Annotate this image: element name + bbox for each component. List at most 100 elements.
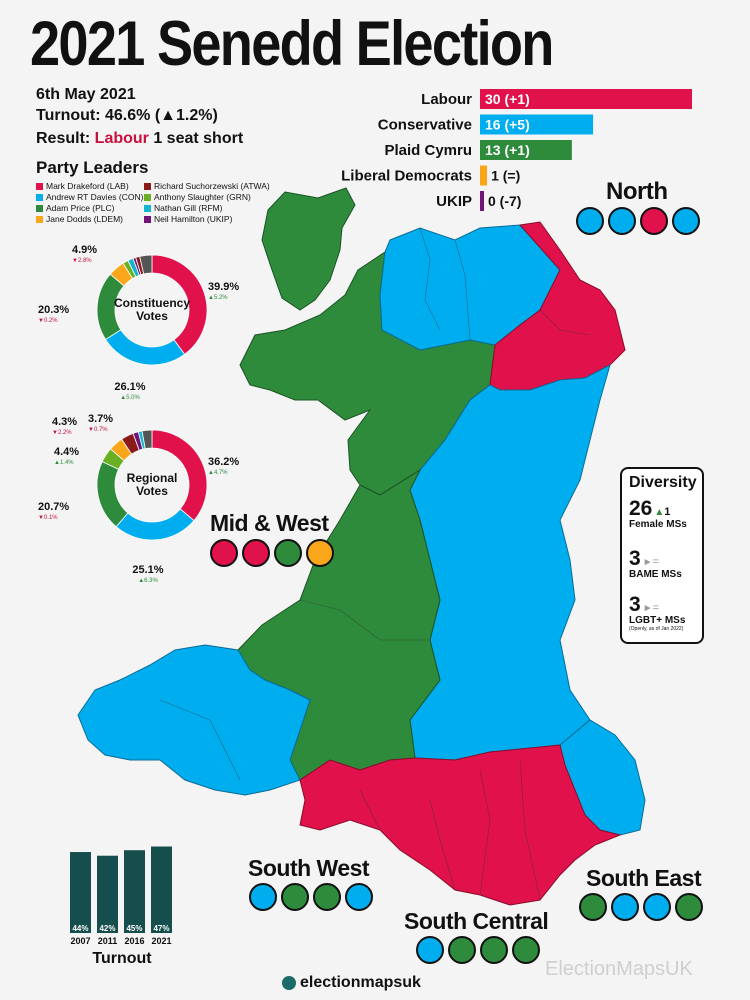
diversity-label: Female MSs xyxy=(629,519,687,530)
leader-name: Mark Drakeford (LAB) xyxy=(46,181,129,191)
donut-slice xyxy=(139,254,153,275)
diversity-item: 26 ▲1 Female MSs xyxy=(629,497,701,530)
map-south-red xyxy=(299,744,622,906)
donut-value-label: 39.9% xyxy=(208,281,239,293)
leader-swatch xyxy=(144,193,151,201)
seats-category-label: Labour xyxy=(421,91,472,108)
up-arrow-icon: ▲ xyxy=(654,507,665,518)
donut-value-label: 36.2% xyxy=(208,456,239,468)
turnout-bar xyxy=(124,850,145,933)
donut-title: Votes xyxy=(136,309,168,323)
leader-item: Neil Hamilton (UKIP) xyxy=(144,214,232,224)
seats-category-label: Plaid Cymru xyxy=(384,142,472,159)
diversity-label: LGBT+ MSs xyxy=(629,615,686,626)
seat-circle xyxy=(480,936,508,964)
map-anglesey xyxy=(261,187,356,311)
donut-slice xyxy=(96,461,129,528)
leader-swatch xyxy=(144,182,151,190)
leader-swatch xyxy=(144,204,151,212)
diversity-item: 3 ►= LGBT+ MSs (Openly, as of Jan 2022) xyxy=(629,593,701,632)
leader-name: Neil Hamilton (UKIP) xyxy=(154,214,233,224)
donut-value-label: 3.7% xyxy=(88,413,113,425)
donut-slice xyxy=(141,429,153,450)
seats-value-label: 1 (=) xyxy=(491,168,520,184)
turnout-change: ▲1.2%) xyxy=(160,107,218,124)
region-name: South Central xyxy=(404,908,549,934)
seat-circle xyxy=(675,893,703,921)
seat-circle xyxy=(281,883,309,911)
turnout-value-label: 44% xyxy=(72,924,88,933)
donut-change-label: ▼0.1% xyxy=(38,515,58,521)
leader-item: Anthony Slaughter (GRN) xyxy=(144,192,251,202)
turnout-year-label: 2021 xyxy=(151,936,171,946)
turnout-bar xyxy=(70,852,91,933)
donut-value-label: 4.3% xyxy=(52,416,77,428)
diversity-label: BAME MSs xyxy=(629,569,682,580)
donut-change-label: ▼0.2% xyxy=(38,318,58,324)
diversity-value: 3 xyxy=(629,593,641,616)
turnout-value-label: 47% xyxy=(153,924,169,933)
turnout-title: Turnout xyxy=(92,950,152,967)
donut-change-label: ▲5.2% xyxy=(208,295,228,301)
diversity-no-change: = xyxy=(652,602,660,614)
diversity-change: 1 xyxy=(664,506,671,518)
donut-change-label: ▼2.8% xyxy=(72,258,92,264)
leader-item: Mark Drakeford (LAB) xyxy=(36,181,129,191)
result-suffix: 1 seat short xyxy=(148,130,244,147)
diversity-no-change: = xyxy=(652,556,660,568)
region-name: South West xyxy=(248,855,370,881)
region-name: North xyxy=(606,178,668,205)
result-line: Result: Labour 1 seat short xyxy=(36,130,243,148)
donut-change-label: ▲5.0% xyxy=(120,395,140,401)
leader-swatch xyxy=(144,215,151,223)
seat-circle xyxy=(608,207,636,235)
result-party: Labour xyxy=(94,130,149,147)
leader-name: Anthony Slaughter (GRN) xyxy=(154,192,251,202)
diversity-value: 26 xyxy=(629,497,653,520)
donut-value-label: 26.1% xyxy=(114,381,145,393)
donut-value-label: 20.3% xyxy=(38,304,69,316)
seat-circle xyxy=(643,893,671,921)
donut-change-label: ▲6.3% xyxy=(138,578,158,584)
turnout-value-label: 42% xyxy=(99,924,115,933)
seats-bar xyxy=(480,165,488,186)
seat-circle xyxy=(512,936,540,964)
donut-value-label: 20.7% xyxy=(38,501,69,513)
seats-value-label: 0 (-7) xyxy=(488,193,521,209)
donut-slice xyxy=(105,329,186,366)
watermark: ElectionMapsUK xyxy=(545,958,693,980)
turnout-year-label: 2007 xyxy=(70,936,90,946)
leader-swatch xyxy=(36,182,43,190)
seat-circle xyxy=(448,936,476,964)
leader-item: Andrew RT Davies (CON) xyxy=(36,192,143,202)
donut-title: Constituency xyxy=(114,296,190,310)
seat-circle xyxy=(313,883,341,911)
seat-circle xyxy=(306,539,334,567)
donut-value-label: 25.1% xyxy=(132,564,163,576)
seat-circle xyxy=(242,539,270,567)
turnout-text: Turnout: 46.6% ( xyxy=(36,107,161,124)
seat-circle xyxy=(416,936,444,964)
seat-circle xyxy=(611,893,639,921)
no-change-arrow-icon: ► xyxy=(642,603,653,614)
seats-value-label: 13 (+1) xyxy=(485,142,530,158)
leader-swatch xyxy=(36,204,43,212)
turnout-year-label: 2016 xyxy=(124,936,144,946)
seat-circle xyxy=(640,207,668,235)
leader-swatch xyxy=(36,193,43,201)
map-pembrokeshire xyxy=(77,644,311,796)
seat-circle xyxy=(210,539,238,567)
diversity-title: Diversity xyxy=(629,474,697,491)
seats-category-label: UKIP xyxy=(436,193,472,210)
donut-change-label: ▲4.7% xyxy=(208,470,228,476)
leader-item: Adam Price (PLC) xyxy=(36,203,115,213)
turnout-year-label: 2011 xyxy=(98,936,118,946)
leader-name: Richard Suchorzewski (ATWA) xyxy=(154,181,270,191)
donut-value-label: 4.4% xyxy=(54,446,79,458)
map-boundaries xyxy=(159,227,591,901)
donut-title: Votes xyxy=(136,484,168,498)
leader-swatch xyxy=(36,215,43,223)
seat-circle xyxy=(672,207,700,235)
leader-name: Andrew RT Davies (CON) xyxy=(46,192,144,202)
